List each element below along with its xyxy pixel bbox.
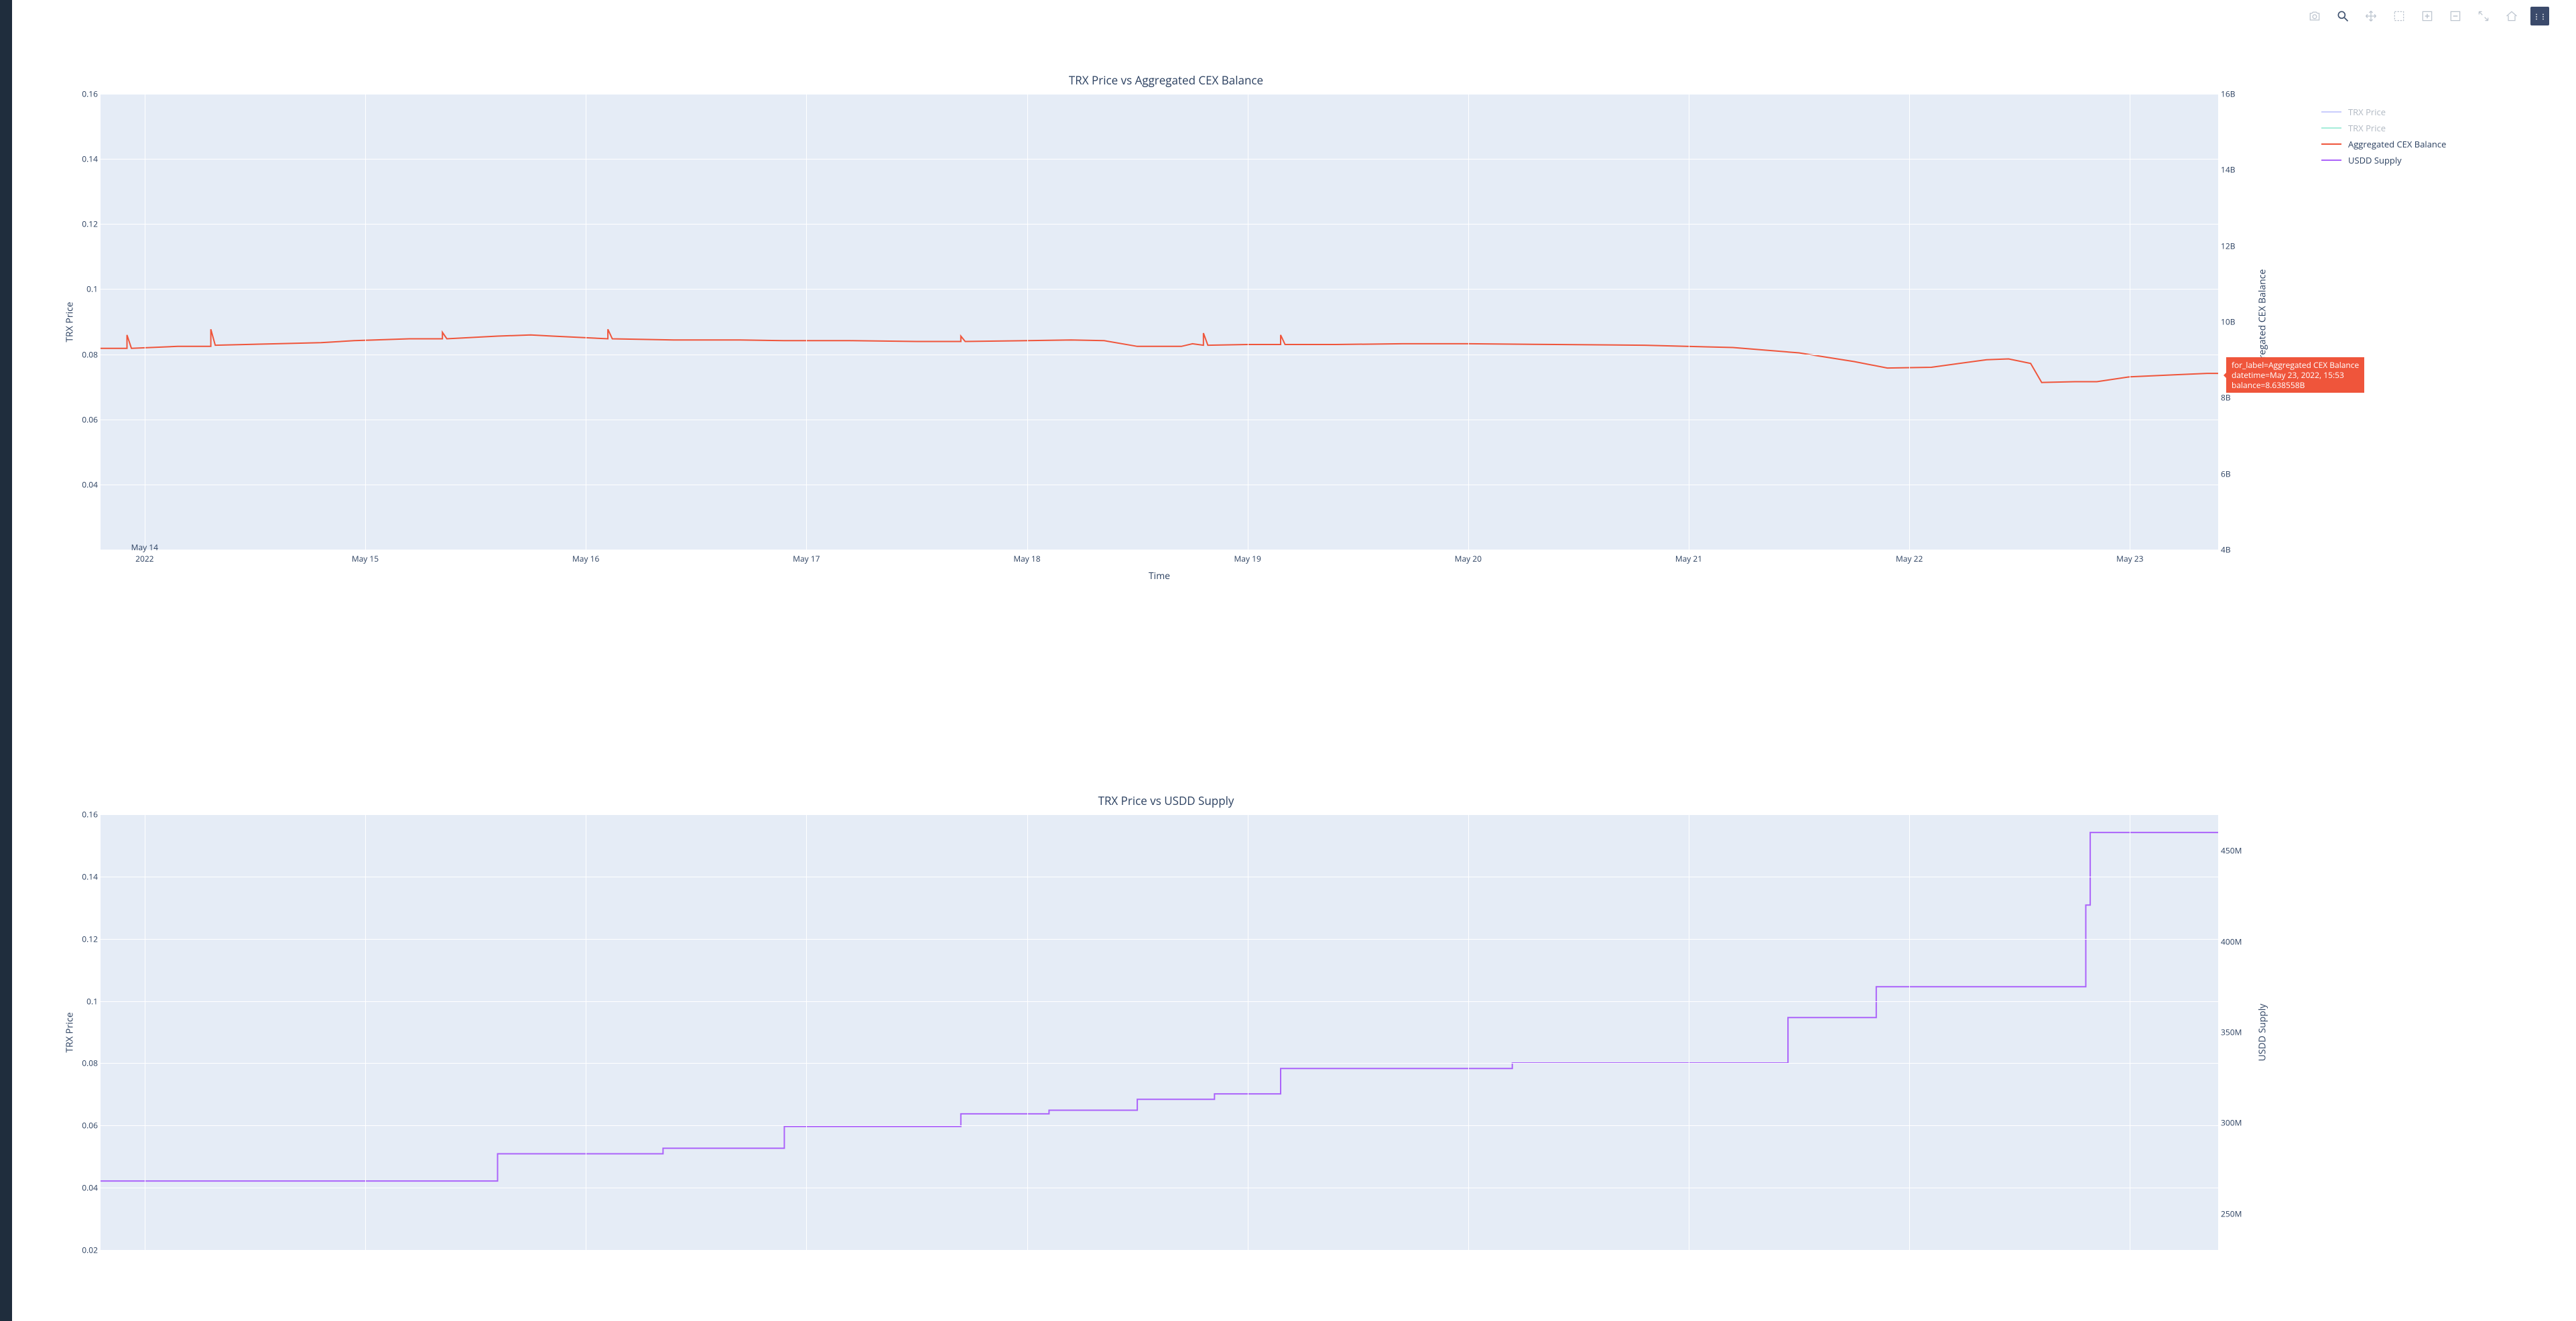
gridline <box>101 1001 2218 1002</box>
y2-tick-label: 400M <box>2221 936 2261 947</box>
x-tick-label: May 18 <box>1013 553 1040 564</box>
y1-tick-label: 0.16 <box>64 88 98 100</box>
x-tick-label: May 17 <box>793 553 820 564</box>
plotly-modebar: ⋮⋮ <box>2305 7 2549 25</box>
series-svg <box>101 94 2218 550</box>
legend-item[interactable]: USDD Supply <box>2321 152 2549 168</box>
y1-tick-label: 0.02 <box>64 1245 98 1256</box>
y1-tick-label: 0.04 <box>64 479 98 490</box>
y1-tick-label: 0.12 <box>64 218 98 230</box>
legend-label: Aggregated CEX Balance <box>2348 138 2446 150</box>
series-line <box>101 832 2218 1181</box>
y1-tick-label: 0.16 <box>64 809 98 820</box>
y2-tick-label: 16B <box>2221 88 2261 100</box>
y1-tick-label: 0.14 <box>64 153 98 165</box>
y1-tick-label: 0.06 <box>64 414 98 425</box>
legend-swatch <box>2321 143 2341 145</box>
legend: TRX Price TRX Price Aggregated CEX Balance… <box>2321 104 2549 168</box>
series-svg <box>101 814 2218 1250</box>
x-tick-label: May 14 2022 <box>131 542 158 564</box>
legend-item[interactable]: TRX Price <box>2321 104 2549 120</box>
x-tick-label: May 15 <box>352 553 379 564</box>
legend-swatch <box>2321 160 2341 161</box>
legend-item[interactable]: Aggregated CEX Balance <box>2321 136 2549 152</box>
y2-tick-label: 450M <box>2221 845 2261 857</box>
camera-icon[interactable] <box>2305 7 2324 25</box>
chart-title: TRX Price vs USDD Supply <box>60 793 2272 808</box>
x-axis-label: Time <box>101 570 2218 583</box>
y2-tick-label: 8B <box>2221 392 2261 403</box>
gridline <box>1027 814 1028 1250</box>
x-tick-label: May 16 <box>572 553 599 564</box>
plot-area[interactable]: for_label=Aggregated CEX Balancedatetime… <box>101 94 2218 550</box>
y2-tick-label: 6B <box>2221 468 2261 479</box>
y1-tick-label: 0.08 <box>64 1058 98 1069</box>
gridline <box>1468 814 1469 1250</box>
gridline <box>101 159 2218 160</box>
y2-tick-label: 12B <box>2221 240 2261 251</box>
gridline <box>1909 94 1910 550</box>
y1-tick-label: 0.06 <box>64 1120 98 1131</box>
gridline <box>101 289 2218 290</box>
x-tick-label: May 22 <box>1896 553 1923 564</box>
autoscale-icon[interactable] <box>2474 7 2493 25</box>
pan-icon[interactable] <box>2362 7 2380 25</box>
zoom-out-icon[interactable] <box>2446 7 2465 25</box>
gridline <box>806 94 807 550</box>
gridline <box>365 814 366 1250</box>
y1-tick-label: 0.14 <box>64 871 98 882</box>
y2-tick-label: 300M <box>2221 1117 2261 1129</box>
x-tick-label: May 21 <box>1675 553 1702 564</box>
x-tick-label: May 23 <box>2116 553 2143 564</box>
legend-label: TRX Price <box>2348 122 2386 134</box>
x-tick-label: May 19 <box>1234 553 1261 564</box>
legend-label: USDD Supply <box>2348 154 2402 166</box>
gridline <box>101 1250 2218 1251</box>
zoom-in-icon[interactable] <box>2418 7 2437 25</box>
panel-usdd-supply: TRX Price vs USDD Supply TRX Price USDD … <box>60 814 2272 1283</box>
y2-tick-label: 350M <box>2221 1027 2261 1038</box>
gridline <box>101 1063 2218 1064</box>
series-line <box>101 329 2218 382</box>
legend-swatch <box>2321 127 2341 129</box>
left-gutter <box>0 0 12 1321</box>
gridline <box>365 94 366 550</box>
chart-title: TRX Price vs Aggregated CEX Balance <box>60 72 2272 88</box>
zoom-icon[interactable] <box>2333 7 2352 25</box>
hover-tooltip: for_label=Aggregated CEX Balancedatetime… <box>2226 357 2364 393</box>
plot-area[interactable] <box>101 814 2218 1250</box>
legend-label: TRX Price <box>2348 106 2386 118</box>
legend-swatch <box>2321 111 2341 113</box>
y1-tick-label: 0.08 <box>64 349 98 360</box>
x-tick-label: May 20 <box>1455 553 1482 564</box>
select-icon[interactable] <box>2390 7 2408 25</box>
y2-tick-label: 14B <box>2221 164 2261 176</box>
gridline <box>806 814 807 1250</box>
gridline <box>101 94 2218 95</box>
gridline <box>1909 814 1910 1250</box>
gridline <box>101 814 2218 815</box>
y2-tick-label: 10B <box>2221 316 2261 328</box>
panel-cex-balance: TRX Price vs Aggregated CEX Balance TRX … <box>60 94 2272 583</box>
gridline <box>1468 94 1469 550</box>
gridline <box>101 224 2218 225</box>
page: ⋮⋮ TRX Price TRX Price Aggregated CEX Bala… <box>0 0 2576 1321</box>
y2-tick-label: 4B <box>2221 544 2261 556</box>
reset-icon[interactable] <box>2502 7 2521 25</box>
legend-item[interactable]: TRX Price <box>2321 120 2549 136</box>
y1-tick-label: 0.1 <box>64 995 98 1007</box>
y1-tick-label: 0.1 <box>64 284 98 295</box>
y1-tick-label: 0.12 <box>64 933 98 944</box>
y2-tick-label: 250M <box>2221 1208 2261 1219</box>
y1-tick-label: 0.04 <box>64 1182 98 1194</box>
gridline <box>101 1125 2218 1126</box>
plotly-logo-icon[interactable]: ⋮⋮ <box>2530 7 2549 25</box>
gridline <box>101 939 2218 940</box>
gridline <box>1027 94 1028 550</box>
